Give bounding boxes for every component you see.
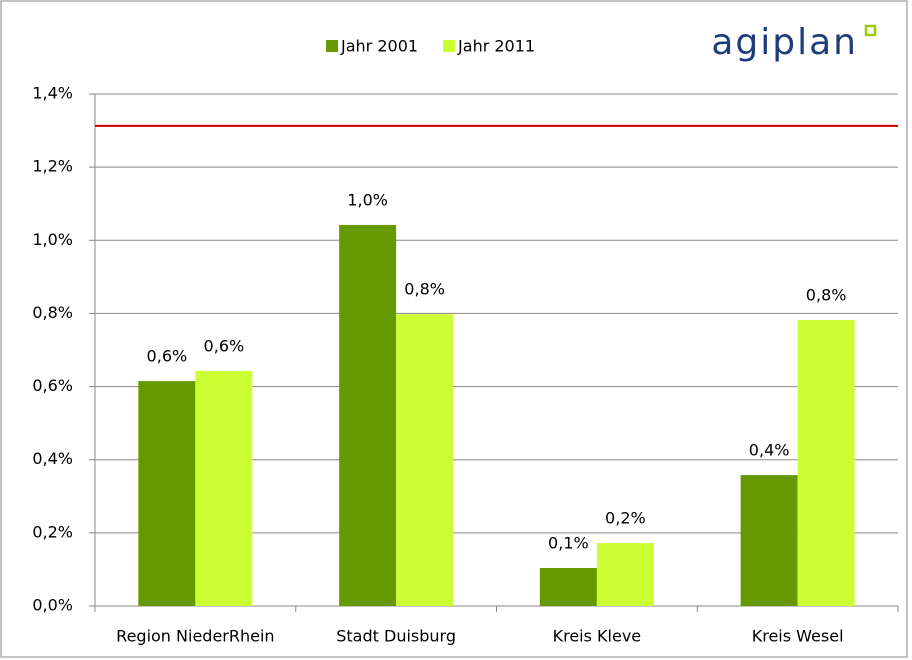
y-tick-label: 1,0% xyxy=(32,230,73,249)
y-tick-label: 0,4% xyxy=(32,449,73,468)
x-tick-label: Kreis Wesel xyxy=(752,627,844,646)
data-label: 0,8% xyxy=(806,286,847,305)
data-label: 0,6% xyxy=(147,347,188,366)
legend-label: Jahr 2011 xyxy=(457,37,535,56)
x-tick-label: Region NiederRhein xyxy=(116,627,274,646)
y-tick-label: 0,8% xyxy=(32,303,73,322)
bar xyxy=(539,567,597,606)
data-label: 0,4% xyxy=(749,441,790,460)
bar xyxy=(596,543,654,606)
y-tick-label: 0,0% xyxy=(32,596,73,615)
bar xyxy=(195,370,253,606)
bar xyxy=(339,224,397,606)
y-tick-label: 0,6% xyxy=(32,376,73,395)
data-label: 0,2% xyxy=(605,509,646,528)
data-label: 0,6% xyxy=(204,336,245,355)
bar xyxy=(396,314,454,606)
y-tick-label: 0,2% xyxy=(32,522,73,541)
legend-swatch xyxy=(326,40,338,52)
data-label: 0,8% xyxy=(404,280,445,299)
legend-swatch xyxy=(443,40,456,52)
data-label: 0,1% xyxy=(548,533,589,552)
x-tick-label: Stadt Duisburg xyxy=(336,627,456,646)
bar xyxy=(138,381,196,606)
data-label: 1,0% xyxy=(347,190,388,209)
bar xyxy=(797,320,855,606)
y-tick-label: 1,4% xyxy=(32,84,73,103)
legend-label: Jahr 2001 xyxy=(340,37,418,56)
y-tick-label: 1,2% xyxy=(32,157,73,176)
logo-mark xyxy=(864,24,877,37)
bar xyxy=(740,475,798,606)
logo: agiplan xyxy=(711,22,858,63)
x-tick-label: Kreis Kleve xyxy=(553,627,642,646)
